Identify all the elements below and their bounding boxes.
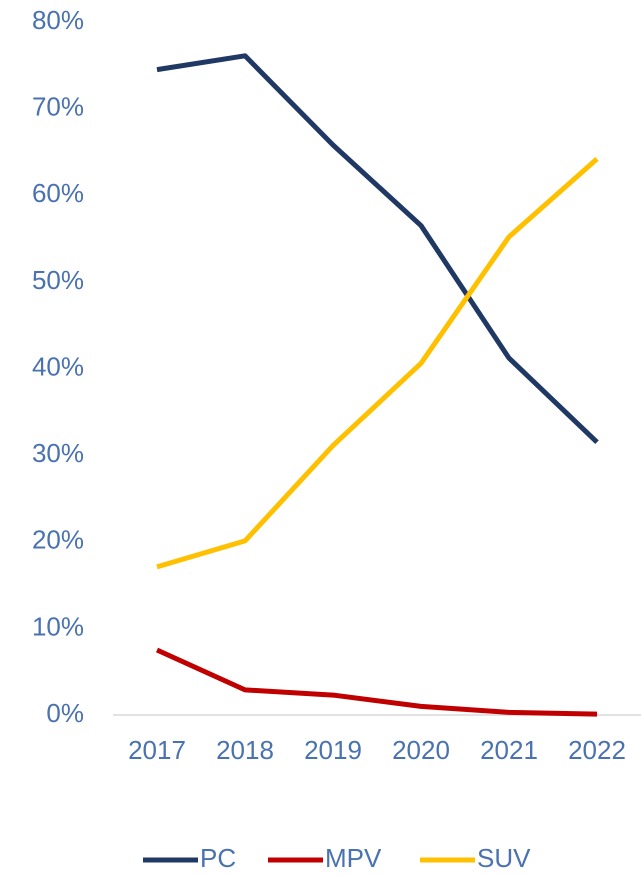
series-line — [156, 156, 599, 570]
legend-label: MPV — [325, 843, 382, 873]
x-tick-label: 2021 — [480, 735, 538, 765]
y-tick-label: 10% — [32, 611, 84, 641]
series-line — [155, 647, 598, 717]
y-tick-label: 20% — [32, 525, 84, 555]
legend-label: PC — [200, 843, 236, 873]
y-tick-label: 80% — [32, 5, 84, 35]
x-tick-label: 2018 — [216, 735, 274, 765]
x-tick-label: 2019 — [304, 735, 362, 765]
y-tick-label: 70% — [32, 92, 84, 122]
y-tick-label: 60% — [32, 178, 84, 208]
y-tick-label: 40% — [32, 351, 84, 381]
x-tick-label: 2017 — [128, 735, 186, 765]
x-tick-label: 2022 — [568, 735, 626, 765]
x-tick-label: 2020 — [392, 735, 450, 765]
y-tick-label: 50% — [32, 265, 84, 295]
y-tick-label: 30% — [32, 438, 84, 468]
legend-label: SUV — [477, 843, 531, 873]
series-line — [156, 53, 599, 444]
y-tick-label: 0% — [46, 698, 84, 728]
